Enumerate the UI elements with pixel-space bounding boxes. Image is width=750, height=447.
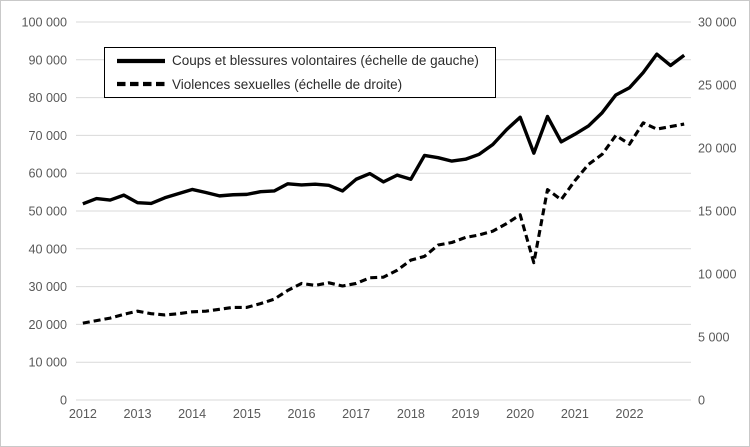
axis-tick-label: 2016 bbox=[287, 407, 315, 421]
axis-tick-label: 2014 bbox=[178, 407, 206, 421]
axis-tick-label: 15 000 bbox=[698, 205, 737, 219]
axis-tick-label: 20 000 bbox=[28, 318, 67, 332]
axis-tick-label: 25 000 bbox=[698, 79, 737, 93]
axis-tick-label: 2013 bbox=[123, 407, 151, 421]
legend-item-coups-et-blessures: Coups et blessures volontaires (échelle … bbox=[116, 50, 495, 72]
axis-tick-label: 100 000 bbox=[21, 16, 67, 30]
axis-tick-label: 30 000 bbox=[698, 16, 737, 30]
data-line bbox=[82, 52, 686, 206]
series-line-violences-sexuelles bbox=[82, 121, 685, 325]
axis-tick-label: 10 000 bbox=[28, 356, 67, 370]
axis-tick-label: 10 000 bbox=[698, 268, 737, 282]
axis-tick-label: 50 000 bbox=[28, 205, 67, 219]
axis-tick-label: 90 000 bbox=[28, 53, 67, 67]
axis-tick-label: 40 000 bbox=[28, 242, 67, 256]
right-axis-labels: 0 5 000 10 000 15 000 20 000 25 000 30 000 bbox=[698, 16, 737, 408]
axis-tick-label: 70 000 bbox=[28, 129, 67, 143]
axis-tick-label: 0 bbox=[60, 394, 67, 408]
data-line bbox=[82, 121, 685, 325]
axis-tick-label: 2019 bbox=[451, 407, 479, 421]
axis-tick-label: 2022 bbox=[615, 407, 643, 421]
solid-line-icon bbox=[117, 58, 165, 63]
axis-tick-label: 2015 bbox=[233, 407, 261, 421]
series-line-coups-et-blessures bbox=[82, 52, 686, 206]
x-axis-labels: 2012 2013 2014 2015 2016 2017 2018 2019 2020 2021… bbox=[69, 407, 644, 421]
axis-tick-label: 30 000 bbox=[28, 280, 67, 294]
legend-label-violences-sexuelles: Violences sexuelles (échelle de droite) bbox=[172, 76, 403, 92]
axis-tick-label: 5 000 bbox=[698, 331, 730, 345]
axis-tick-label: 20 000 bbox=[698, 142, 737, 156]
axis-tick-label: 60 000 bbox=[28, 167, 67, 181]
axis-tick-label: 0 bbox=[698, 394, 705, 408]
axis-tick-label: 80 000 bbox=[28, 91, 67, 105]
legend: Coups et blessures volontaires (échelle … bbox=[104, 47, 496, 98]
axis-tick-label: 2012 bbox=[69, 407, 97, 421]
axis-tick-label: 2020 bbox=[506, 407, 534, 421]
axis-tick-label: 2017 bbox=[342, 407, 370, 421]
legend-item-violences-sexuelles: Violences sexuelles (échelle de droite) bbox=[116, 73, 495, 95]
left-axis-labels: 0 10 000 20 000 30 000 40 000 50 000 60 000 70 … bbox=[21, 16, 67, 408]
axis-tick-label: 2018 bbox=[397, 407, 425, 421]
axis-tick-label: 2021 bbox=[561, 407, 589, 421]
dashed-line-icon bbox=[117, 82, 165, 87]
legend-label-coups-et-blessures: Coups et blessures volontaires (échelle … bbox=[172, 52, 479, 68]
